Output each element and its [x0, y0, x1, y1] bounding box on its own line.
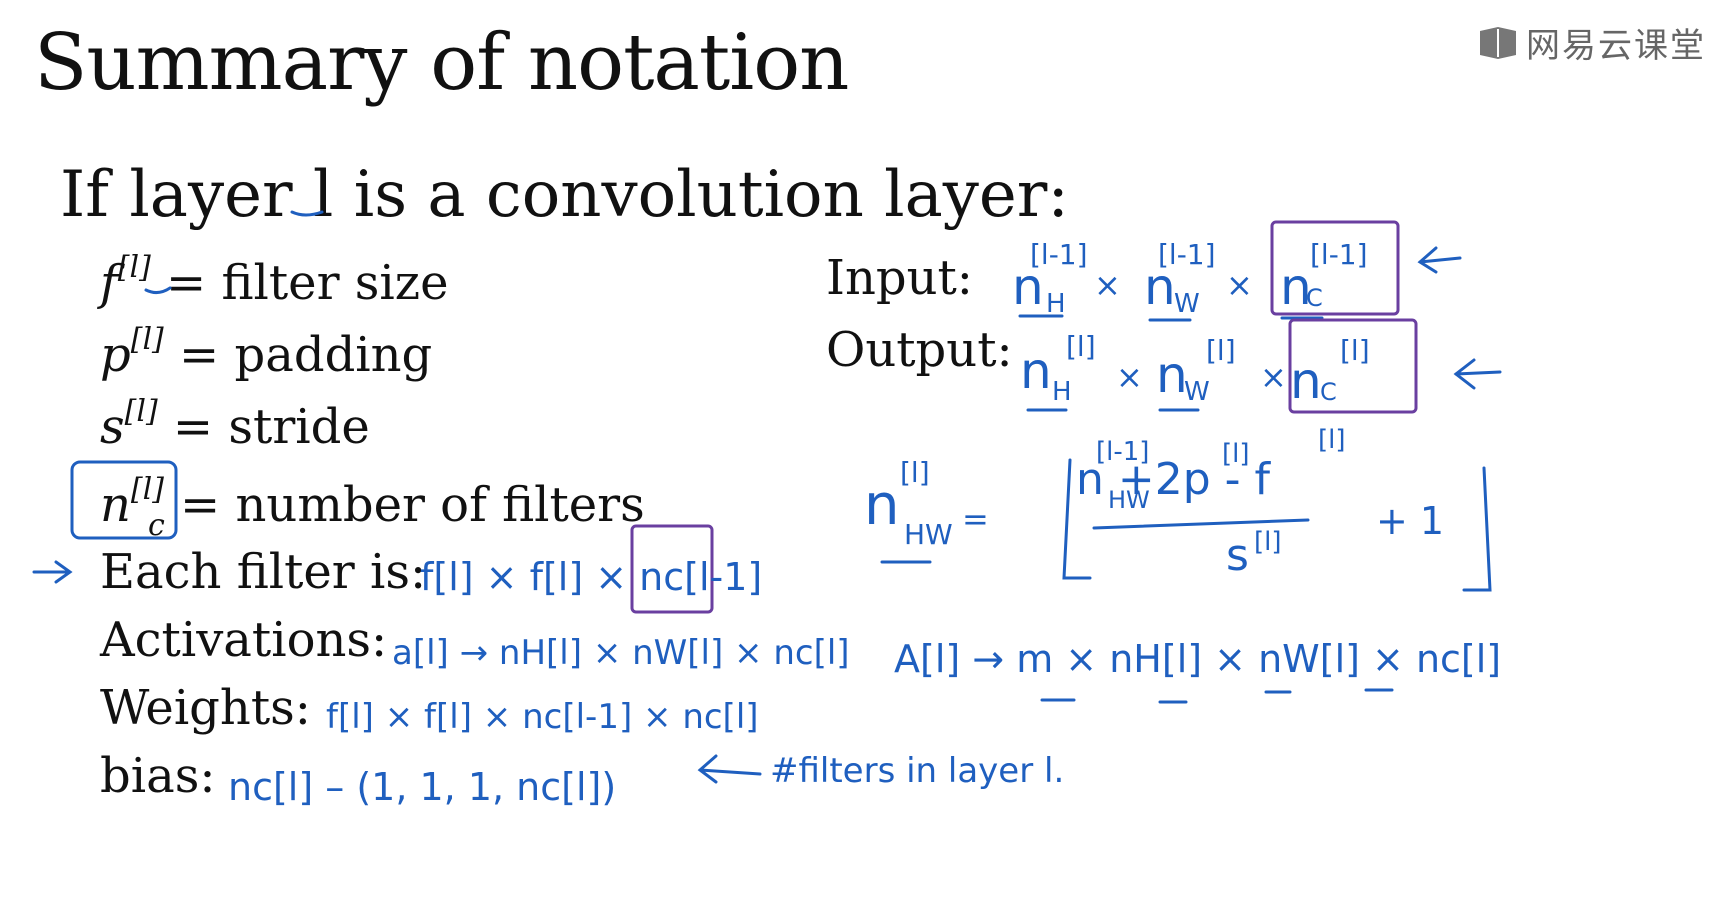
- label-weights: Weights:: [100, 680, 311, 736]
- def-padding: p[l] = padding: [100, 322, 432, 383]
- svg-text:n: n: [1156, 346, 1188, 404]
- def-filter-size: f[l] = filter size: [100, 250, 448, 311]
- def-stride-text: = stride: [172, 399, 370, 455]
- svg-text:C: C: [1320, 378, 1337, 406]
- def-stride: s[l] = stride: [100, 394, 370, 455]
- svg-text:[l]: [l]: [1254, 527, 1282, 557]
- arrow-each-filter: [32, 560, 73, 584]
- svg-text:[l-1]: [l-1]: [1096, 437, 1149, 467]
- svg-text:[l]: [l]: [1066, 330, 1096, 363]
- svg-text:n: n: [864, 473, 900, 538]
- output-size-formula: n [l] HW = n +2p - f HW [l-1] [l] [l] s …: [864, 425, 1444, 581]
- svg-text:×: ×: [1094, 266, 1121, 304]
- floor-bracket-right: [1462, 466, 1492, 592]
- svg-text:×: ×: [1226, 266, 1253, 304]
- arrow-bias: [697, 754, 762, 784]
- label-input: Input:: [826, 250, 973, 306]
- slide-subtitle: If layer l is a convolution layer:: [60, 158, 1069, 232]
- netease-logo: 网易云课堂: [1478, 18, 1706, 67]
- svg-text:s: s: [1226, 530, 1249, 581]
- svg-text:[l]: [l]: [1318, 425, 1346, 455]
- svg-text:C: C: [1306, 284, 1323, 312]
- svg-text:n +2p - f: n +2p - f: [1076, 454, 1272, 505]
- svg-text:n: n: [1144, 258, 1176, 316]
- symbol-n: n: [100, 477, 131, 533]
- arrow-input: [1417, 246, 1462, 274]
- def-num-filters: n[l]c = number of filters: [100, 472, 645, 543]
- svg-text:HW: HW: [1108, 486, 1150, 514]
- svg-text:×: ×: [1260, 358, 1287, 396]
- svg-text:×: ×: [1116, 358, 1143, 396]
- logo-icon: [1480, 26, 1516, 59]
- svg-text:[l-1]: [l-1]: [1310, 238, 1368, 271]
- svg-text:[l-1]: [l-1]: [1158, 238, 1216, 271]
- bias-note: #filters in layer l.: [770, 751, 1064, 791]
- svg-text:W: W: [1174, 289, 1200, 319]
- svg-text:+ 1: + 1: [1376, 499, 1444, 543]
- output-dims: n H [l] × n W [l] × n C [l]: [1020, 330, 1370, 410]
- input-dims: n H [l-1] × n W [l-1] × n C [l-1]: [1012, 238, 1368, 319]
- box-input-nc: [1270, 220, 1400, 316]
- logo-text: 网易云课堂: [1526, 26, 1706, 66]
- label-bias: bias:: [100, 748, 216, 804]
- svg-text:[l]: [l]: [900, 456, 930, 489]
- svg-text:H: H: [1052, 377, 1072, 407]
- svg-text:[l-1]: [l-1]: [1030, 238, 1088, 271]
- label-each-filter: Each filter is:: [100, 544, 427, 600]
- svg-text:H: H: [1046, 289, 1066, 319]
- each-filter-dims: f[l] × f[l] × nc[l-1]: [420, 555, 762, 599]
- sup-f: [l]: [117, 250, 151, 285]
- svg-text:[l]: [l]: [1222, 439, 1250, 469]
- def-filter-size-text: = filter size: [166, 255, 449, 311]
- activations-big-dims: A[l] → m × nH[l] × nW[l] × nc[l]: [894, 637, 1501, 681]
- floor-bracket-left: [1062, 458, 1092, 580]
- svg-text:n: n: [1012, 258, 1044, 316]
- activations-dims: a[l] → nH[l] × nW[l] × nc[l]: [392, 633, 850, 673]
- label-activations: Activations:: [100, 612, 388, 668]
- def-num-filters-text: = number of filters: [180, 477, 645, 533]
- svg-text:W: W: [1184, 377, 1210, 407]
- label-output: Output:: [826, 322, 1013, 378]
- sup-s: [l]: [124, 394, 158, 429]
- symbol-s: s: [100, 399, 125, 455]
- svg-text:HW: HW: [904, 518, 953, 551]
- svg-text:n: n: [1020, 342, 1052, 400]
- svg-text:=: =: [962, 500, 989, 538]
- svg-text:n: n: [1290, 352, 1322, 410]
- symbol-f: f: [100, 255, 118, 311]
- svg-text:[l]: [l]: [1340, 334, 1370, 367]
- slide-title: Summary of notation: [34, 18, 849, 108]
- box-output-nc: [1288, 318, 1418, 414]
- bias-dims: nc[l] – (1, 1, 1, nc[l]): [228, 765, 616, 809]
- weights-dims: f[l] × f[l] × nc[l-1] × nc[l]: [326, 697, 759, 737]
- sup-n: [l]: [130, 472, 164, 507]
- def-padding-text: = padding: [179, 327, 433, 383]
- sub-n: c: [147, 508, 165, 543]
- sup-p: [l]: [130, 322, 164, 357]
- fraction-bar: [1092, 518, 1310, 530]
- svg-text:[l]: [l]: [1206, 334, 1236, 367]
- svg-text:n: n: [1280, 258, 1312, 316]
- arrow-output: [1453, 358, 1502, 390]
- symbol-p: p: [100, 327, 131, 383]
